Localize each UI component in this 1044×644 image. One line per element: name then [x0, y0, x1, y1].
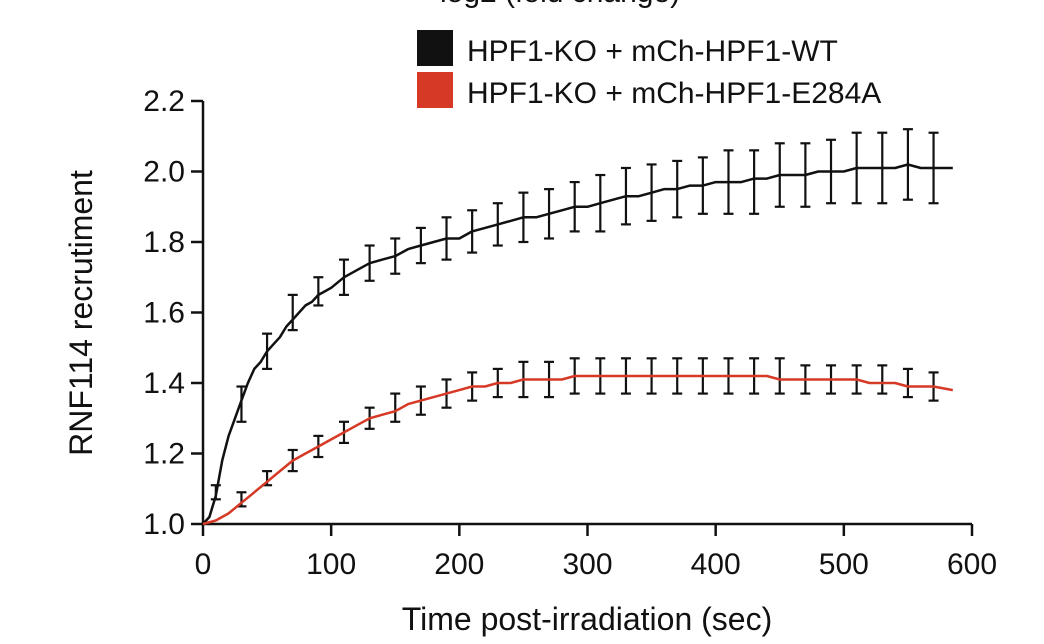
error-bar: [390, 392, 401, 423]
y-tick-label: 1.0: [143, 508, 185, 541]
error-bars: [210, 128, 939, 508]
error-bar: [902, 367, 913, 399]
x-axis-ticks: 0 100 200 300 400 500 600: [195, 524, 997, 581]
x-tick-label: 600: [947, 548, 997, 581]
x-tick-label: 0: [195, 548, 212, 581]
error-bar: [287, 293, 298, 332]
error-bar: [877, 364, 888, 395]
y-axis-title: RNF114 recrutiment: [63, 170, 99, 456]
x-tick-label: 400: [691, 548, 741, 581]
y-tick-label: 2.0: [143, 156, 185, 189]
series-line-wt: [202, 163, 953, 525]
error-bar: [774, 357, 785, 395]
y-tick-label: 1.6: [143, 297, 185, 330]
y-tick-label: 2.2: [143, 85, 185, 118]
series-line-e284a: [202, 374, 954, 526]
x-axis-title: Time post-irradiation (sec): [402, 601, 772, 637]
legend-swatch-wt: [417, 30, 453, 66]
y-tick-label: 1.4: [143, 367, 185, 400]
error-bar: [313, 276, 324, 307]
x-tick-label: 300: [562, 548, 612, 581]
x-tick-label: 500: [819, 548, 869, 581]
x-tick-label: 100: [306, 548, 356, 581]
error-bar: [749, 149, 760, 215]
x-tick-label: 200: [434, 548, 484, 581]
legend-swatch-e284a: [417, 72, 453, 108]
y-tick-label: 1.2: [143, 438, 185, 471]
y-axis-ticks: 1.0 1.2 1.4 1.6 1.8 2.0 2.2: [143, 85, 203, 541]
legend-label-e284a: HPF1-KO + mCh-HPF1-E284A: [467, 77, 881, 110]
error-bar: [236, 385, 247, 423]
chart-title: log2 (fold change): [440, 0, 680, 9]
series-lines: [202, 163, 954, 526]
legend-label-wt: HPF1-KO + mCh-HPF1-WT: [467, 35, 838, 68]
y-tick-label: 1.8: [143, 226, 185, 259]
legend: HPF1-KO + mCh-HPF1-WT HPF1-KO + mCh-HPF1…: [417, 30, 881, 110]
